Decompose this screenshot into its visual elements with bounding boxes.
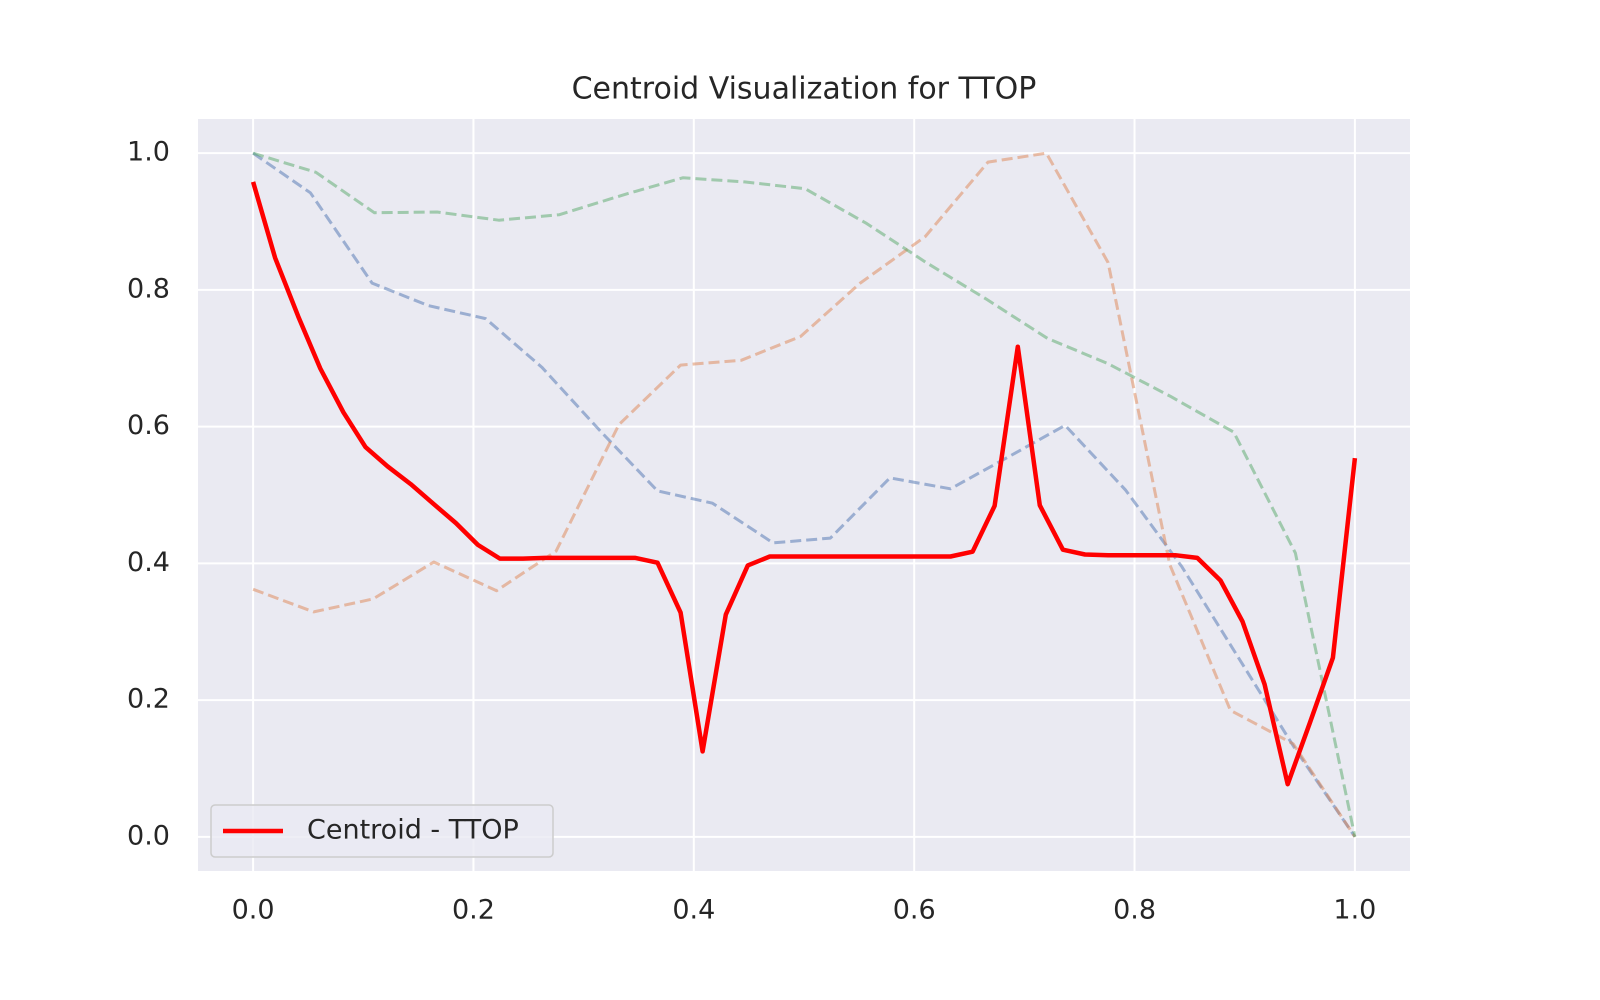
- plot-area: [198, 119, 1410, 871]
- y-tick-label: 0.2: [127, 684, 170, 715]
- x-tick-label: 0.4: [672, 895, 715, 926]
- x-tick-label: 1.0: [1333, 895, 1376, 926]
- x-tick-label: 0.0: [232, 895, 275, 926]
- line-series: [252, 151, 1357, 838]
- x-tick-label: 0.8: [1113, 895, 1156, 926]
- y-tick-label: 0.8: [127, 273, 170, 304]
- y-tick-label: 0.0: [127, 820, 170, 851]
- legend-box: [210, 804, 554, 858]
- x-tick-label: 0.6: [893, 895, 936, 926]
- y-tick-label: 1.0: [127, 137, 170, 168]
- line-series: [250, 181, 1358, 787]
- legend-label: Centroid - TTOP: [307, 815, 519, 846]
- y-tick-label: 0.6: [127, 410, 170, 441]
- y-tick-label: 0.4: [127, 547, 170, 578]
- line-series: [252, 151, 1357, 838]
- x-tick-label: 0.2: [452, 895, 495, 926]
- chart-title: Centroid Visualization for TTOP: [572, 72, 1037, 107]
